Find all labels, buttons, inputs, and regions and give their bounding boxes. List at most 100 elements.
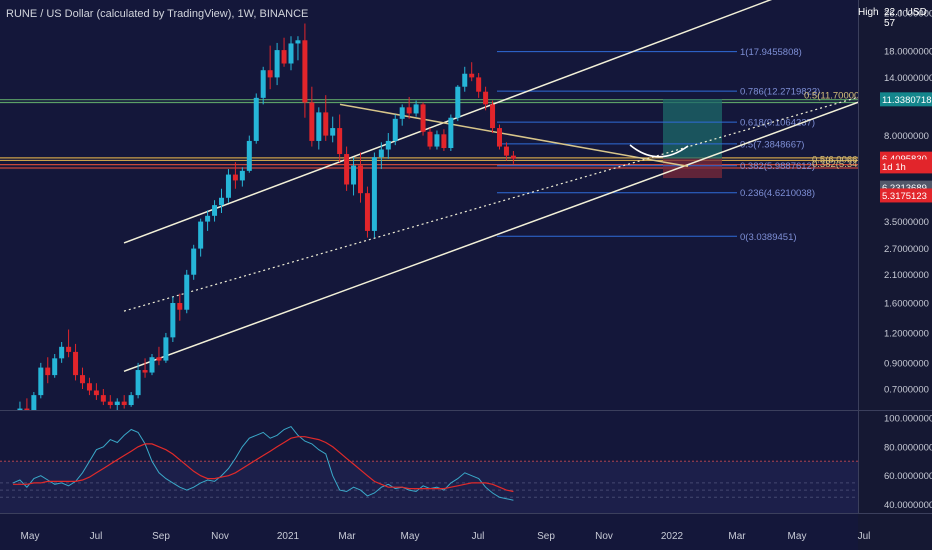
candle-up <box>170 303 176 338</box>
candle-up <box>135 370 141 396</box>
price-tick-label: 3.5000000 <box>884 217 929 228</box>
fib-label: 0.382(5.9887612) <box>740 161 815 172</box>
price-tag-label: 11.3380718 <box>882 95 932 106</box>
x-tick-label: Sep <box>152 531 170 542</box>
candle-up <box>31 395 37 410</box>
candle-up <box>246 140 252 171</box>
candle-down <box>267 70 273 78</box>
candle-down <box>323 112 329 136</box>
arc-annotation <box>629 144 689 158</box>
fib-label: 0.618(9.1064237) <box>740 118 815 129</box>
candle-down <box>490 104 496 129</box>
candle-up <box>52 358 58 376</box>
x-tick-label: Nov <box>595 531 613 542</box>
candle-down <box>80 375 85 384</box>
price-pane: 1(17.9455808) 0.786(12.2719823) 0.618(9.10… <box>0 0 887 410</box>
price-tick-label: 2.7000000 <box>884 244 929 255</box>
position-loss-zone <box>663 158 722 179</box>
rsi-band-fill <box>0 461 858 513</box>
price-tag-bg <box>880 159 932 174</box>
candle-up <box>462 73 468 87</box>
price-tick-label: 14.0000000 <box>884 73 932 84</box>
candle-up <box>385 140 391 150</box>
rsi-ma-line <box>13 436 514 493</box>
high-label: High <box>858 7 879 18</box>
candle-up <box>448 117 454 149</box>
price-tick-label: 2.1000000 <box>884 270 929 281</box>
candle-up <box>392 118 398 141</box>
candle-up <box>260 70 266 98</box>
x-tick-label: Mar <box>728 531 746 542</box>
candle-down <box>93 390 99 396</box>
candle-up <box>17 408 23 410</box>
price-tick-label: 0.7000000 <box>884 385 929 396</box>
candle-up <box>399 107 405 119</box>
x-tick-label: May <box>401 531 420 542</box>
price-tick-label: 18.0000000 <box>884 47 932 58</box>
candle-down <box>420 104 426 132</box>
channel-mid <box>123 96 858 312</box>
candle-down <box>156 357 162 361</box>
price-tick-label: 8.0000000 <box>884 131 929 142</box>
currency-label: 22.↑ USD 57 <box>884 7 927 29</box>
candle-down <box>406 107 412 114</box>
candle-down <box>364 193 370 231</box>
candle-up <box>316 112 322 141</box>
price-tick-label: 1.2000000 <box>884 328 929 339</box>
price-tag-bg <box>880 188 932 203</box>
price-tag-bg <box>880 92 932 107</box>
x-tick-label: 2021 <box>277 531 300 542</box>
position-profit-zone <box>663 99 722 159</box>
gold-fib-label: 0.5(6.0066719) <box>812 154 876 165</box>
candle-down <box>281 50 287 64</box>
candle-down <box>24 408 30 410</box>
candle-down <box>358 165 363 194</box>
candle-down <box>232 174 238 181</box>
gold-fib-label: 0.5(11.7000000) <box>804 90 873 101</box>
candle-down <box>177 303 183 310</box>
candle-down <box>121 401 127 406</box>
gold-fib-label: 0.382(5.3423497) <box>812 159 887 170</box>
candle-up <box>274 50 280 78</box>
candle-up <box>413 104 419 114</box>
price-axis-bg <box>858 0 932 550</box>
candle-up <box>198 221 204 249</box>
rsi-tick-label: 100.0000000 <box>884 414 932 425</box>
x-tick-label: Sep <box>537 531 555 542</box>
candle-up <box>219 197 224 206</box>
candle-up <box>225 174 231 198</box>
candle-up <box>212 205 218 216</box>
candle-up <box>288 43 294 64</box>
candle-up <box>191 248 197 275</box>
candle-up <box>59 346 65 359</box>
candle-down <box>302 40 308 103</box>
candle-up <box>205 215 211 222</box>
candle-down <box>86 383 92 391</box>
candle-up <box>38 367 44 396</box>
rsi-tick-label: 40.0000000 <box>884 500 932 511</box>
x-tick-label: May <box>21 531 40 542</box>
candle-down <box>142 370 148 373</box>
candle-down <box>107 401 113 406</box>
candle-down <box>309 102 315 141</box>
x-tick-label: May <box>788 531 807 542</box>
chart-title: RUNE / US Dollar (calculated by TradingV… <box>6 8 309 20</box>
rsi-pane <box>0 425 858 513</box>
price-tag-label: 5.3175123 <box>882 191 927 202</box>
rsi-tick-label: 60.0000000 <box>884 471 932 482</box>
x-tick-label: Nov <box>211 531 229 542</box>
candle-down <box>100 395 106 402</box>
candle-down <box>344 154 350 185</box>
candle-up <box>128 395 134 406</box>
x-tick-label: 2022 <box>661 531 684 542</box>
fib-label: 0.236(4.6210038) <box>740 188 815 199</box>
candle-up <box>455 86 461 118</box>
candle-down <box>469 73 475 78</box>
candle-up <box>295 40 301 44</box>
candle-down <box>45 367 51 376</box>
fib-label: 0.5(7.3848667) <box>740 139 804 150</box>
candle-down <box>73 351 79 376</box>
